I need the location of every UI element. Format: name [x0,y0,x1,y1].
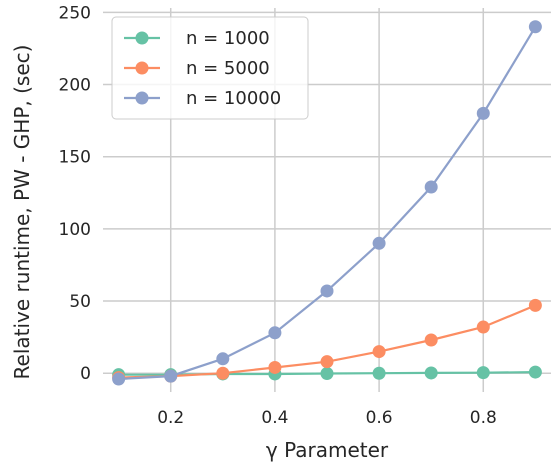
data-point [216,366,230,380]
y-tick-label: 200 [59,76,91,96]
data-point [424,333,438,347]
legend-label: n = 5000 [186,58,270,79]
data-point [320,367,334,381]
y-tick-label: 0 [80,364,91,384]
data-point [320,355,334,369]
data-point [372,366,386,380]
legend: n = 1000 n = 5000 n = 10000 [111,16,309,120]
legend-item-2: n = 5000 [124,58,270,79]
x-tick-label: 0.2 [157,408,184,428]
data-point [528,20,542,34]
data-point [320,284,334,298]
y-axis-label: Relative runtime, PW - GHP, (sec) [10,45,34,380]
x-tick-label: 0.4 [261,408,288,428]
x-axis-label: γ Parameter [266,438,389,462]
y-tick-label: 150 [59,148,91,168]
legend-marker [135,91,149,105]
data-point [112,372,126,386]
data-point [216,352,230,366]
data-point [372,236,386,250]
legend-label: n = 1000 [186,28,270,49]
x-tick-labels: 0.2 0.4 0.6 0.8 [157,408,497,428]
x-tick-label: 0.8 [470,408,497,428]
legend-item-1: n = 1000 [124,28,270,49]
data-point [476,366,490,380]
data-point [268,326,282,340]
series-group [112,20,542,386]
data-point [268,360,282,374]
legend-item-3: n = 10000 [124,88,281,109]
y-tick-label: 100 [59,220,91,240]
series-3 [112,20,542,386]
y-tick-label: 250 [59,3,91,23]
y-tick-label: 50 [69,292,91,312]
data-point [424,180,438,194]
legend-box [111,16,309,120]
data-point [372,345,386,359]
legend-label: n = 10000 [186,88,281,109]
y-tick-labels: 0 50 100 150 200 250 [59,3,91,384]
data-point [528,298,542,312]
data-point [528,365,542,379]
legend-marker [135,31,149,45]
data-point [424,366,438,380]
data-point [164,369,178,383]
data-point [476,320,490,334]
legend-marker [135,61,149,75]
x-tick-label: 0.6 [366,408,393,428]
data-point [476,106,490,120]
